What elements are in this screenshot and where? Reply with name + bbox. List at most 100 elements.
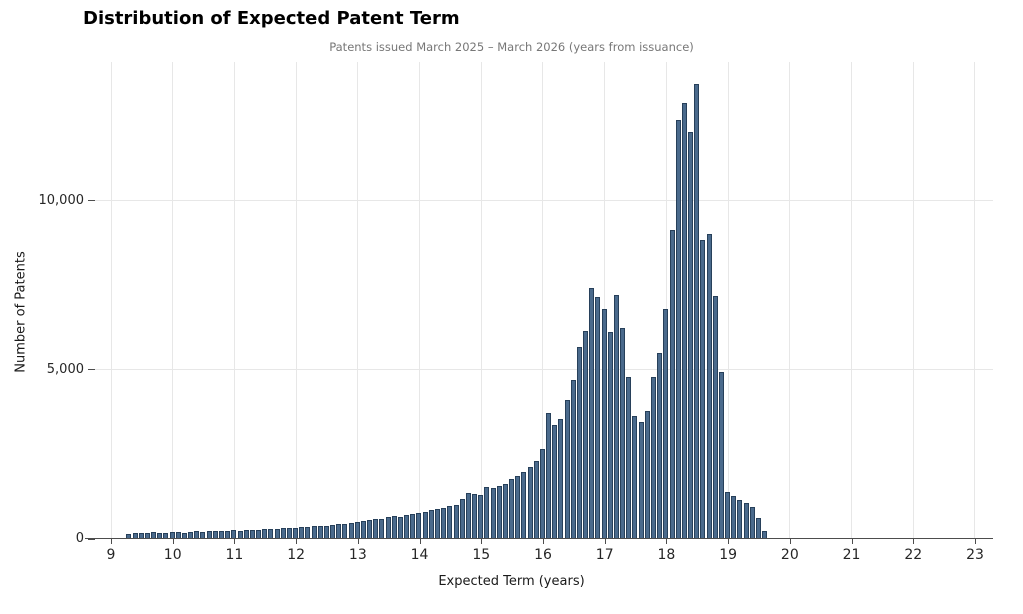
histogram-bar <box>478 495 484 539</box>
histogram-bar <box>416 513 422 539</box>
x-tick <box>542 539 544 544</box>
histogram-bar <box>632 415 638 539</box>
histogram-bar <box>589 288 595 539</box>
histogram-bar <box>595 296 601 539</box>
gridline-x <box>172 62 174 539</box>
histogram-bar <box>342 523 348 539</box>
x-tick <box>111 539 112 544</box>
gridline-x <box>295 62 297 539</box>
x-tick <box>728 539 730 544</box>
histogram-bar <box>441 507 447 539</box>
gridline-x <box>974 62 976 539</box>
histogram-bar <box>472 494 478 539</box>
histogram-bar <box>391 515 397 539</box>
histogram-bar <box>644 410 650 539</box>
x-tick <box>172 539 174 544</box>
x-tick <box>357 539 359 544</box>
x-tick-label: 9 <box>106 547 116 563</box>
x-tick-label: 18 <box>657 547 676 563</box>
histogram-bar <box>552 424 558 539</box>
x-tick <box>974 539 976 544</box>
y-tick-label: 0 <box>75 531 84 546</box>
x-tick-label: 17 <box>595 547 614 563</box>
histogram-bar <box>663 309 669 539</box>
histogram-bar <box>576 346 582 539</box>
x-tick-label: 21 <box>842 547 861 563</box>
histogram-bar <box>583 331 589 539</box>
histogram-bar <box>749 506 755 539</box>
x-tick <box>851 539 853 544</box>
histogram-bar <box>743 502 749 539</box>
histogram-bar <box>367 519 373 539</box>
gridline-x <box>480 62 482 539</box>
x-tick-label: 23 <box>966 547 984 563</box>
histogram-bar <box>688 131 694 539</box>
x-tick-label: 16 <box>534 547 552 563</box>
histogram-bar <box>410 514 416 539</box>
histogram-bar <box>317 525 323 539</box>
gridline-x <box>912 62 914 539</box>
histogram-bar <box>657 353 663 539</box>
gridline-x <box>727 62 729 539</box>
x-tick-label: 20 <box>780 547 799 563</box>
histogram-bar <box>546 412 552 539</box>
gridline-x <box>233 62 235 539</box>
x-tick-label: 14 <box>410 547 429 563</box>
histogram-bar <box>650 376 656 539</box>
histogram-bar <box>422 511 428 539</box>
histogram-bar <box>725 491 731 539</box>
x-tick-label: 10 <box>163 547 182 563</box>
histogram-bar <box>601 309 607 539</box>
histogram-bar <box>348 522 354 539</box>
histogram-bar <box>373 518 379 539</box>
x-tick-label: 13 <box>348 547 367 563</box>
histogram-bar <box>638 422 644 539</box>
histogram-bar <box>694 84 700 539</box>
gridline-x <box>419 62 421 539</box>
x-tick <box>234 539 236 544</box>
x-tick <box>419 539 421 544</box>
x-tick-label: 12 <box>287 547 306 563</box>
histogram-bar <box>669 229 675 539</box>
histogram-bar <box>700 239 706 539</box>
histogram-bar <box>521 472 527 539</box>
histogram-bar <box>434 509 440 539</box>
x-tick-label: 19 <box>719 547 738 563</box>
histogram-bar <box>459 499 465 539</box>
histogram-bar <box>360 520 366 539</box>
histogram-bar <box>385 517 391 539</box>
gridline-x <box>665 62 667 539</box>
histogram-bar <box>453 504 459 539</box>
histogram-bar <box>490 488 496 539</box>
histogram-bar <box>626 377 632 539</box>
x-tick <box>604 539 606 544</box>
histogram-bar <box>620 328 626 539</box>
histogram-bar <box>336 523 342 539</box>
histogram-bar <box>527 467 533 539</box>
gridline-x <box>604 62 606 539</box>
histogram-bar <box>354 521 360 539</box>
y-tick <box>88 369 95 371</box>
y-tick <box>88 538 95 540</box>
chart-title: Distribution of Expected Patent Term <box>83 8 460 29</box>
histogram-bar <box>737 500 743 539</box>
gridline-x <box>789 62 791 539</box>
histogram-bar <box>515 476 521 539</box>
y-tick-label: 10,000 <box>38 192 85 208</box>
histogram-bar <box>755 517 761 539</box>
x-tick-label: 15 <box>472 547 491 563</box>
histogram-bar <box>613 294 619 539</box>
histogram-bar <box>712 295 718 539</box>
histogram-bar <box>564 399 570 539</box>
plot-area <box>95 62 993 539</box>
gridline-x <box>357 62 359 539</box>
histogram-bar <box>681 102 687 539</box>
histogram-bar <box>558 418 564 539</box>
x-tick <box>913 539 915 544</box>
histogram-bar <box>718 372 724 539</box>
x-tick <box>481 539 483 544</box>
histogram-bar <box>447 506 453 539</box>
histogram-bar <box>502 484 508 539</box>
histogram-bar <box>570 380 576 539</box>
gridline-x <box>851 62 853 539</box>
